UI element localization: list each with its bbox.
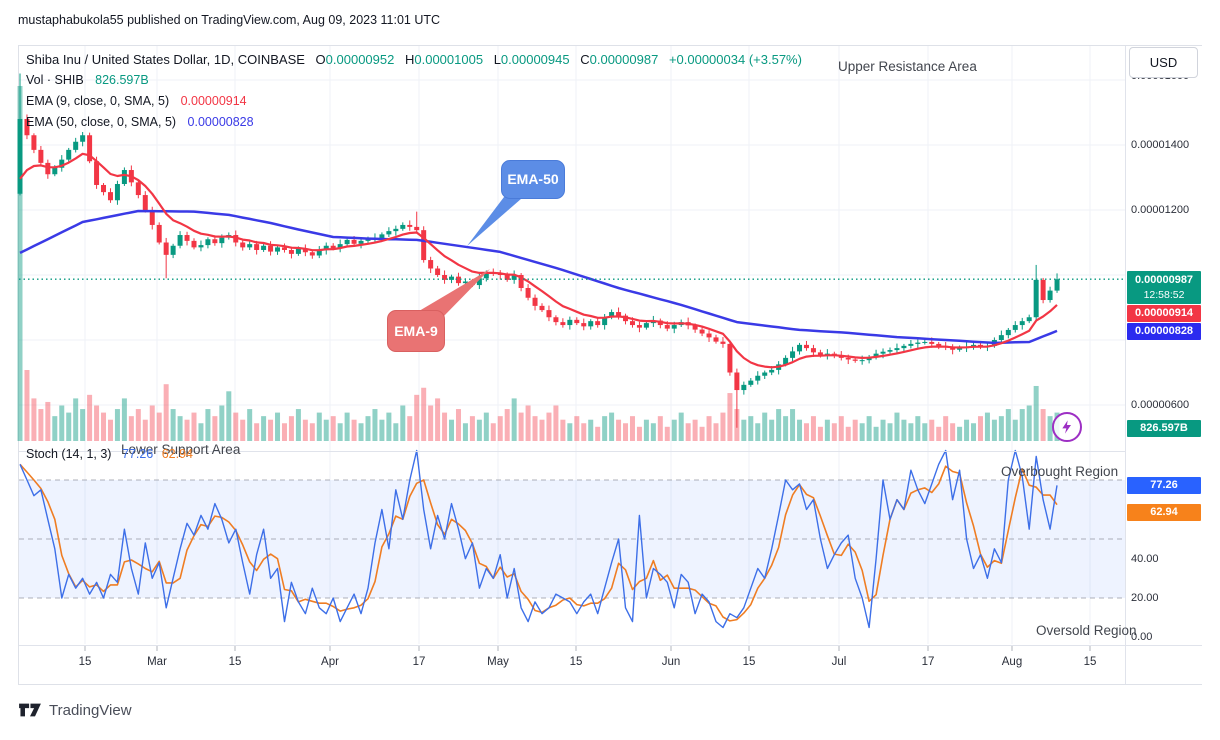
price-axis-label: 0.00001200 [1131, 204, 1190, 216]
bar-countdown: 12:58:52 [1143, 289, 1185, 301]
high-label: H [404, 52, 415, 67]
symbol-title[interactable]: Shiba Inu / United States Dollar, 1D, CO… [26, 52, 305, 67]
ema9-price-badge: 0.00000914 [1127, 305, 1201, 322]
oversold-annotation: Oversold Region [1036, 623, 1137, 638]
open-label: O [315, 52, 326, 67]
ema50-row[interactable]: EMA (50, close, 0, SMA, 5) 0.00000828 [26, 112, 802, 133]
time-axis-label: Jun [661, 656, 681, 668]
overbought-annotation: Overbought Region [1001, 464, 1119, 479]
stoch-k-badge: 77.26 [1127, 477, 1201, 494]
volume-row[interactable]: Vol · SHIB 826.597B [26, 70, 802, 91]
stoch-axis-label: 20.00 [1131, 592, 1159, 604]
price-axis-label: 0.00001400 [1131, 139, 1190, 151]
close-label: C [580, 52, 590, 67]
stoch-legend[interactable]: Stoch (14, 1, 3) 77.26 62.94 [26, 447, 193, 461]
stoch-d-value: 62.94 [161, 447, 193, 461]
ema9-label: EMA (9, close, 0, SMA, 5) [26, 94, 170, 108]
price-axis-label: 0.00000600 [1131, 399, 1190, 411]
symbol-row[interactable]: Shiba Inu / United States Dollar, 1D, CO… [26, 49, 802, 70]
stoch-axis-label: 0.00 [1131, 631, 1153, 643]
tradingview-logo-icon [19, 703, 41, 717]
price-axis-background [1126, 46, 1202, 684]
time-axis-label: Jul [831, 656, 847, 668]
time-axis-label: 15 [569, 656, 583, 668]
chart-card [18, 45, 1202, 685]
last-price-badge: 0.00000987 12:58:52 [1127, 271, 1201, 304]
time-axis-label: 17 [412, 656, 426, 668]
time-axis-label: 15 [78, 656, 92, 668]
stoch-name: Stoch (14, 1, 3) [26, 447, 112, 461]
time-axis-label: 17 [921, 656, 935, 668]
open-value: 0.00000952 [325, 52, 395, 67]
volume-label: Vol · SHIB [26, 73, 84, 87]
time-axis-label: 15 [742, 656, 756, 668]
boost-flash-icon[interactable] [1052, 412, 1082, 442]
close-value: 0.00000987 [589, 52, 659, 67]
low-label: L [493, 52, 501, 67]
currency-toggle-button[interactable]: USD [1129, 47, 1198, 78]
low-value: 0.00000945 [500, 52, 570, 67]
ema9-row[interactable]: EMA (9, close, 0, SMA, 5) 0.00000914 [26, 91, 802, 112]
time-axis-label: Mar [147, 656, 167, 668]
axis-separator [1125, 46, 1126, 684]
chart-legend: Shiba Inu / United States Dollar, 1D, CO… [26, 49, 802, 133]
ema50-callout[interactable]: EMA-50 [501, 160, 565, 199]
time-axis-label: Apr [321, 656, 339, 668]
upper-resistance-annotation: Upper Resistance Area [838, 59, 977, 74]
time-axis-label: Aug [1001, 656, 1023, 668]
ema50-label: EMA (50, close, 0, SMA, 5) [26, 115, 177, 129]
lightning-bolt-icon [1062, 420, 1071, 434]
time-axis-label: May [487, 656, 509, 668]
time-axis-label: 15 [228, 656, 242, 668]
time-axis-label: 15 [1083, 656, 1097, 668]
publish-attribution: mustaphabukola55 published on TradingVie… [18, 13, 441, 27]
volume-value: 826.597B [95, 73, 149, 87]
ema50-price-badge: 0.00000828 [1127, 323, 1201, 340]
stoch-axis-label: 40.00 [1131, 553, 1159, 565]
time-axis-separator [19, 645, 1202, 646]
footer-attribution[interactable]: TradingView [18, 700, 132, 720]
tradingview-brand-text: TradingView [49, 701, 132, 719]
last-price-value: 0.00000987 [1134, 274, 1194, 286]
ema50-value: 0.00000828 [187, 115, 254, 129]
high-value: 0.00001005 [414, 52, 484, 67]
stoch-k-value: 77.26 [121, 447, 154, 461]
volume-badge: 826.597B [1127, 420, 1201, 437]
ema9-value: 0.00000914 [180, 94, 247, 108]
stoch-d-badge: 62.94 [1127, 504, 1201, 521]
change-value: +0.00000034 (+3.57%) [668, 52, 802, 67]
ema9-callout[interactable]: EMA-9 [387, 310, 445, 352]
